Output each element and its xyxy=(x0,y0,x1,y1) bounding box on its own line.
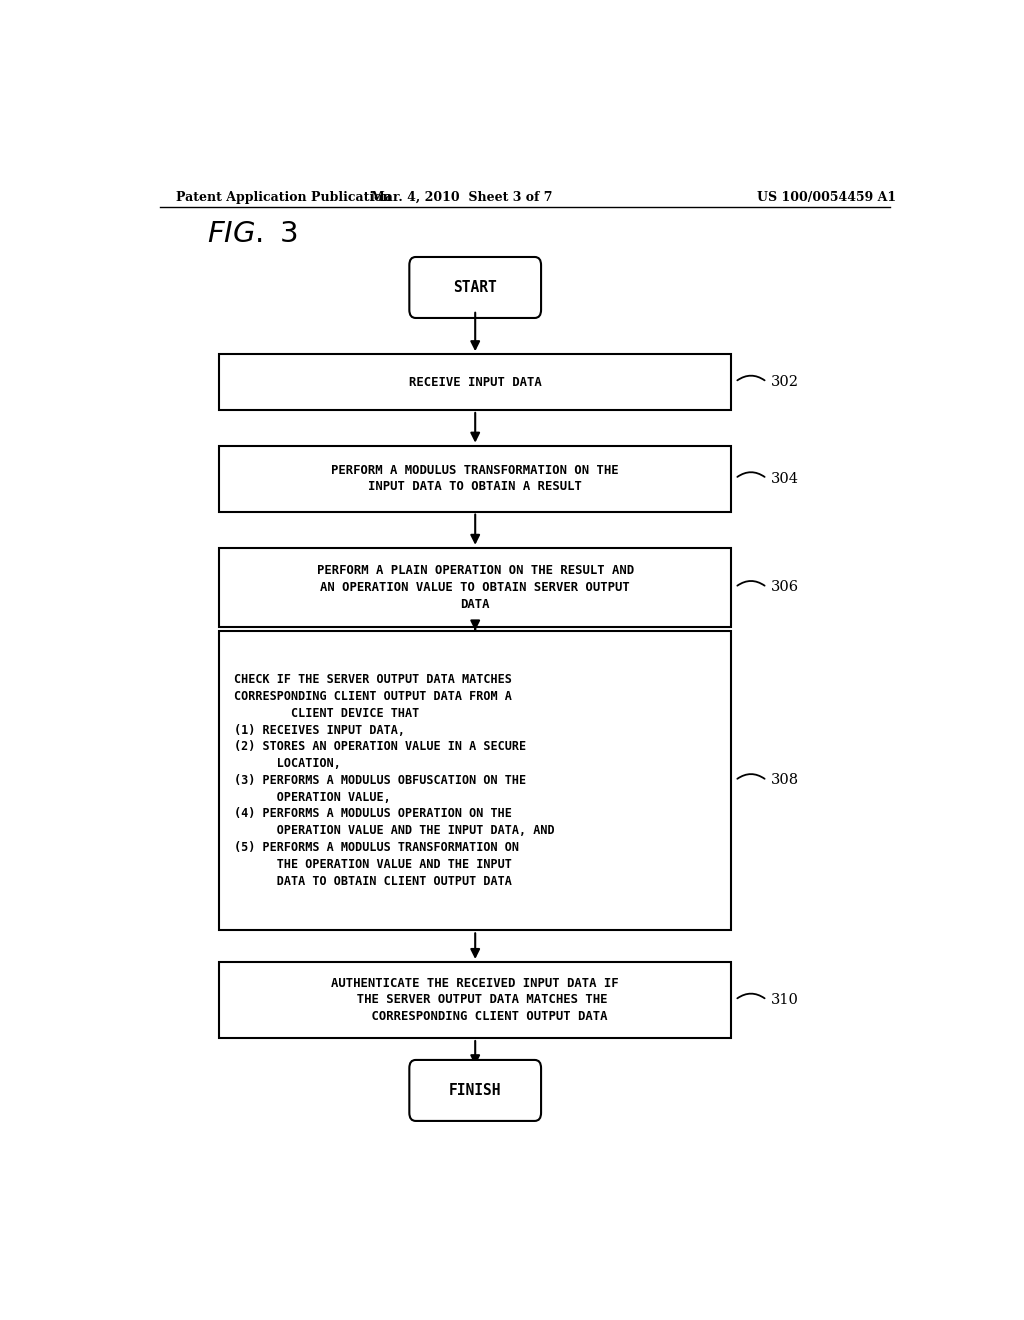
Text: Patent Application Publication: Patent Application Publication xyxy=(176,190,391,203)
Bar xyxy=(219,548,731,627)
Text: AN OPERATION VALUE TO OBTAIN SERVER OUTPUT: AN OPERATION VALUE TO OBTAIN SERVER OUTP… xyxy=(321,581,630,594)
Text: (1) RECEIVES INPUT DATA,: (1) RECEIVES INPUT DATA, xyxy=(233,723,404,737)
Text: (5) PERFORMS A MODULUS TRANSFORMATION ON: (5) PERFORMS A MODULUS TRANSFORMATION ON xyxy=(233,841,518,854)
Text: (3) PERFORMS A MODULUS OBFUSCATION ON THE: (3) PERFORMS A MODULUS OBFUSCATION ON TH… xyxy=(233,774,525,787)
Text: AUTHENTICATE THE RECEIVED INPUT DATA IF: AUTHENTICATE THE RECEIVED INPUT DATA IF xyxy=(332,977,620,990)
Text: FINISH: FINISH xyxy=(449,1082,502,1098)
Text: (2) STORES AN OPERATION VALUE IN A SECURE: (2) STORES AN OPERATION VALUE IN A SECUR… xyxy=(233,741,525,754)
Text: PERFORM A MODULUS TRANSFORMATION ON THE: PERFORM A MODULUS TRANSFORMATION ON THE xyxy=(332,463,620,477)
Text: Mar. 4, 2010  Sheet 3 of 7: Mar. 4, 2010 Sheet 3 of 7 xyxy=(371,190,552,203)
Text: INPUT DATA TO OBTAIN A RESULT: INPUT DATA TO OBTAIN A RESULT xyxy=(369,480,582,494)
FancyBboxPatch shape xyxy=(410,257,541,318)
Bar xyxy=(219,962,731,1038)
Text: 302: 302 xyxy=(771,375,799,389)
Bar xyxy=(219,631,731,931)
Text: CLIENT DEVICE THAT: CLIENT DEVICE THAT xyxy=(233,706,419,719)
Text: PERFORM A PLAIN OPERATION ON THE RESULT AND: PERFORM A PLAIN OPERATION ON THE RESULT … xyxy=(316,564,634,577)
Text: 304: 304 xyxy=(771,471,799,486)
Text: 310: 310 xyxy=(771,993,799,1007)
Text: (4) PERFORMS A MODULUS OPERATION ON THE: (4) PERFORMS A MODULUS OPERATION ON THE xyxy=(233,808,511,821)
Text: THE SERVER OUTPUT DATA MATCHES THE: THE SERVER OUTPUT DATA MATCHES THE xyxy=(342,994,608,1006)
Text: START: START xyxy=(454,280,497,294)
Text: RECEIVE INPUT DATA: RECEIVE INPUT DATA xyxy=(409,375,542,388)
Text: 306: 306 xyxy=(771,581,799,594)
Text: DATA: DATA xyxy=(461,598,489,611)
Text: THE OPERATION VALUE AND THE INPUT: THE OPERATION VALUE AND THE INPUT xyxy=(233,858,511,871)
Text: 308: 308 xyxy=(771,774,799,788)
Text: CORRESPONDING CLIENT OUTPUT DATA: CORRESPONDING CLIENT OUTPUT DATA xyxy=(342,1010,608,1023)
Text: LOCATION,: LOCATION, xyxy=(233,758,340,770)
Text: OPERATION VALUE AND THE INPUT DATA, AND: OPERATION VALUE AND THE INPUT DATA, AND xyxy=(233,824,554,837)
Text: CORRESPONDING CLIENT OUTPUT DATA FROM A: CORRESPONDING CLIENT OUTPUT DATA FROM A xyxy=(233,690,511,704)
FancyBboxPatch shape xyxy=(410,1060,541,1121)
Text: DATA TO OBTAIN CLIENT OUTPUT DATA: DATA TO OBTAIN CLIENT OUTPUT DATA xyxy=(233,875,511,887)
Bar xyxy=(219,446,731,512)
Text: $\mathit{FIG.\ 3}$: $\mathit{FIG.\ 3}$ xyxy=(207,219,298,248)
Text: OPERATION VALUE,: OPERATION VALUE, xyxy=(233,791,390,804)
Text: CHECK IF THE SERVER OUTPUT DATA MATCHES: CHECK IF THE SERVER OUTPUT DATA MATCHES xyxy=(233,673,511,686)
Bar xyxy=(219,354,731,411)
Text: US 100/0054459 A1: US 100/0054459 A1 xyxy=(757,190,896,203)
